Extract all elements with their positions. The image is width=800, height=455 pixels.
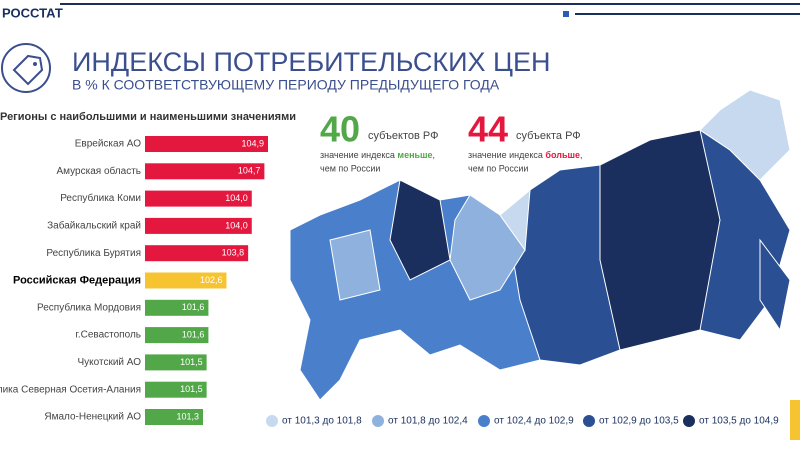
stat-key: больше <box>545 150 580 160</box>
stat-note: чем по России <box>320 163 380 173</box>
legend-label: от 102,9 до 103,5 <box>599 416 679 427</box>
title: ИНДЕКСЫ ПОТРЕБИТЕЛЬСКИХ ЦЕН <box>72 47 551 77</box>
corner-accent <box>790 400 800 440</box>
value-label: 104,0 <box>225 193 248 203</box>
stat-unit: субъекта РФ <box>516 130 581 142</box>
value-label: 101,5 <box>180 384 203 394</box>
category-label: Амурская область <box>57 165 141 177</box>
legend-label: от 103,5 до 104,9 <box>699 416 779 427</box>
bar <box>145 381 207 398</box>
legend-swatch <box>583 415 595 427</box>
category-label: Республика Коми <box>60 192 141 204</box>
value-label: 101,3 <box>176 411 199 421</box>
chart-title: Регионы с наибольшими и наименьшими знач… <box>0 111 296 123</box>
category-label: г.Севастополь <box>75 330 141 341</box>
bar <box>145 354 207 371</box>
stat-note: чем по России <box>468 163 528 173</box>
subtitle: В % К СООТВЕТСТВУЮЩЕМУ ПЕРИОДУ ПРЕДЫДУЩЕ… <box>72 77 500 93</box>
stat-key: меньше <box>397 150 432 160</box>
category-label: Еврейская АО <box>75 139 141 150</box>
bar-chart: Еврейская АО 104,9 Амурская область 104,7 Ре… <box>0 136 268 425</box>
value-label: 101,6 <box>182 302 205 312</box>
top-rule <box>60 3 800 5</box>
bar <box>145 409 203 425</box>
category-label: Российская Федерация <box>13 274 141 286</box>
legend-swatch <box>372 415 384 427</box>
legend-swatch <box>683 415 695 427</box>
top-rule-2 <box>575 13 800 15</box>
legend-swatch <box>266 415 278 427</box>
bar <box>145 217 252 234</box>
stat-note: значение индекса меньше, <box>320 150 435 160</box>
bar <box>145 299 209 316</box>
category-label: Забайкальский край <box>47 220 141 232</box>
brand: РОССТАТ <box>2 5 63 20</box>
value-label: 104,9 <box>241 138 264 148</box>
icon <box>1 43 51 93</box>
value-label: 103,8 <box>222 248 245 258</box>
bar <box>145 163 265 180</box>
stat-number: 44 <box>468 109 508 150</box>
stat-note: значение индекса больше, <box>468 150 583 160</box>
bar <box>145 327 209 344</box>
bar <box>145 190 252 207</box>
bar <box>145 136 268 152</box>
category-label: Чукотский АО <box>77 357 141 368</box>
stat-number: 40 <box>320 109 360 150</box>
legend-label: от 101,3 до 101,8 <box>282 416 362 427</box>
value-label: 101,6 <box>182 329 205 339</box>
bar <box>145 245 249 262</box>
legend-label: от 101,8 до 102,4 <box>388 416 468 427</box>
category-label: Ямало-Ненецкий АО <box>44 412 141 423</box>
top-square <box>563 11 569 17</box>
legend-label: от 102,4 до 102,9 <box>494 416 574 427</box>
legend-swatch <box>478 415 490 427</box>
category-label: Республика Северная Осетия-Алания <box>0 383 141 395</box>
category-label: Республика Мордовия <box>37 301 141 313</box>
value-label: 102,6 <box>200 275 223 285</box>
value-label: 101,5 <box>180 357 203 367</box>
stat-note-text: значение индекса <box>320 150 397 160</box>
category-label: Республика Бурятия <box>46 247 141 259</box>
bar <box>145 272 227 289</box>
value-label: 104,7 <box>238 166 261 176</box>
stats: 40 субъектов РФ значение индекса меньше, че… <box>320 109 583 174</box>
stat-unit: субъектов РФ <box>368 130 439 142</box>
map <box>289 89 791 401</box>
stat-note-text: , <box>433 150 436 160</box>
value-label: 104,0 <box>225 220 248 230</box>
stat-note-text: , <box>580 150 583 160</box>
legend: от 101,3 до 101,8 от 101,8 до 102,4 от 102… <box>266 415 779 427</box>
stat-note-text: значение индекса <box>468 150 545 160</box>
